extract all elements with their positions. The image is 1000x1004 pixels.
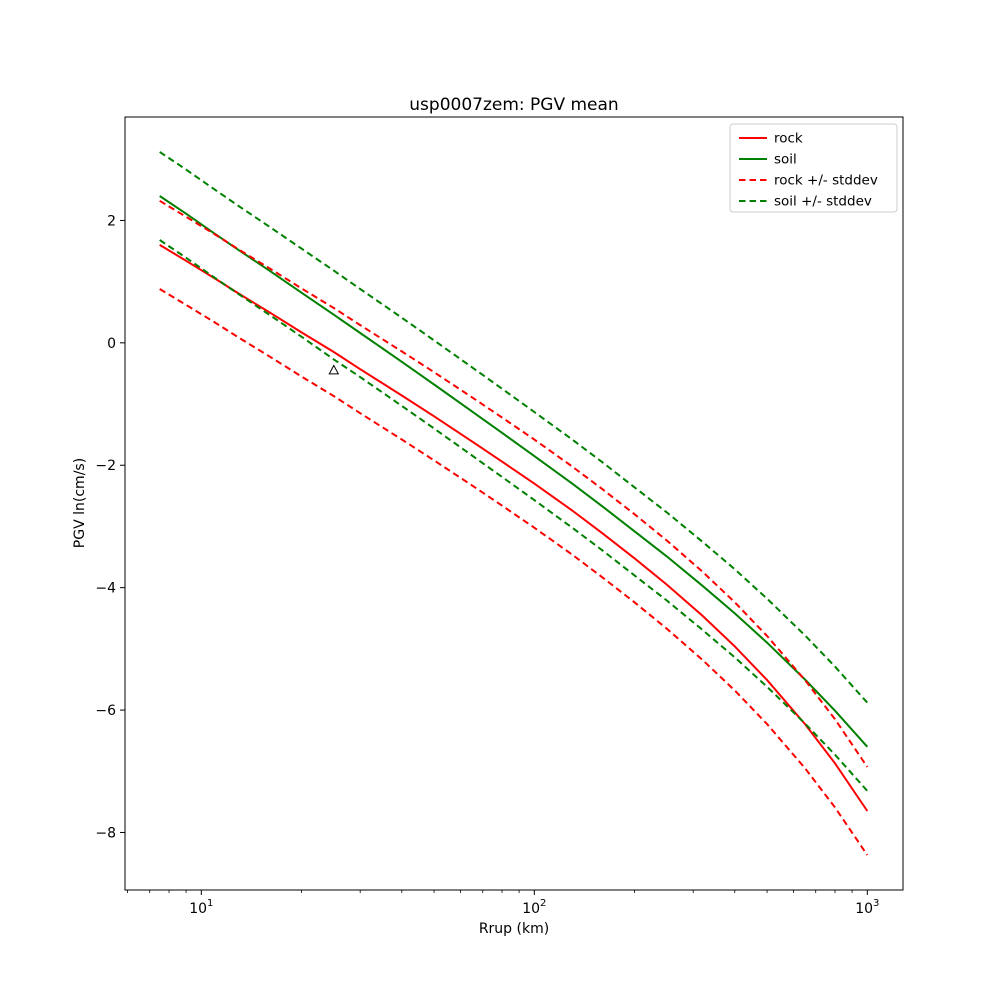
y-axis-label: PGV ln(cm/s) xyxy=(72,458,88,548)
y-tick-label: −4 xyxy=(95,581,116,597)
legend-label: soil +/- stddev xyxy=(774,194,872,210)
data-series xyxy=(159,151,869,856)
chart-title: usp0007zem: PGV mean xyxy=(409,95,618,115)
rock-line xyxy=(159,244,869,812)
soil-stddev-lower-line xyxy=(159,239,869,792)
rock-stddev-upper-line xyxy=(159,199,869,768)
legend-label: soil xyxy=(774,152,797,168)
legend-label: rock +/- stddev xyxy=(774,173,878,189)
soil-stddev-upper-line xyxy=(159,151,869,704)
x-axis-label: Rrup (km) xyxy=(479,921,549,937)
y-tick-label: −2 xyxy=(95,458,116,474)
plot-area xyxy=(124,116,904,891)
y-tick-label: −8 xyxy=(95,825,116,841)
legend-box xyxy=(729,123,898,213)
soil-line xyxy=(159,195,869,748)
y-tick-label: 0 xyxy=(107,336,116,352)
legend: rock soil rock +/- stddev soil +/- stddev xyxy=(729,123,898,213)
rock-stddev-lower-line xyxy=(159,288,869,856)
y-tick-label: −6 xyxy=(95,703,116,719)
y-tick-label: 2 xyxy=(107,213,116,229)
legend-label: rock xyxy=(774,131,803,147)
data-point-triangle-marker xyxy=(328,364,340,375)
